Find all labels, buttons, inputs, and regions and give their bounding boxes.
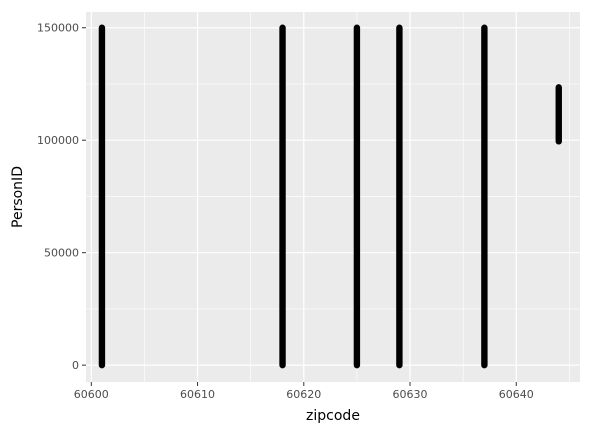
x-tick-label: 60630: [393, 388, 428, 401]
point-column-60618: [279, 24, 286, 369]
x-tick-label: 60600: [74, 388, 109, 401]
point-column-60637: [481, 24, 488, 369]
point-column-60601: [98, 24, 106, 369]
point-column-60644: [555, 84, 562, 145]
x-tick-label: 60610: [180, 388, 215, 401]
x-axis-title: zipcode: [306, 408, 360, 424]
data-points: [98, 24, 562, 369]
y-axis: 0 50000 100000 150000: [37, 22, 86, 372]
point-column-60629: [396, 24, 403, 369]
x-axis: 60600 60610 60620 60630 60640: [74, 382, 534, 401]
point-column-60625: [353, 24, 361, 369]
y-tick-label: 100000: [37, 134, 79, 147]
x-tick-label: 60640: [499, 388, 534, 401]
y-tick-label: 0: [72, 359, 79, 372]
plot-panel: [86, 12, 580, 382]
x-tick-label: 60620: [286, 388, 321, 401]
y-tick-label: 50000: [44, 247, 79, 260]
y-tick-label: 150000: [37, 22, 79, 35]
y-axis-title: PersonID: [10, 166, 26, 228]
major-gridlines: [86, 12, 580, 382]
